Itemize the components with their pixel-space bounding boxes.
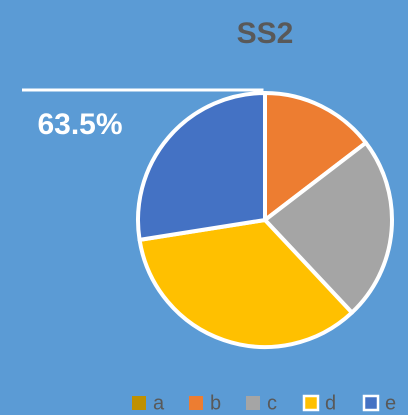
pie-slice [137, 218, 354, 349]
legend-label: d [325, 392, 336, 414]
legend-label: c [267, 392, 277, 414]
leader-line [22, 88, 264, 96]
legend-label: b [210, 392, 221, 414]
legend-swatch [132, 396, 146, 410]
pie-slice [263, 91, 368, 222]
chart-title: SS2 [237, 17, 294, 50]
legend-label: e [385, 392, 396, 414]
legend-swatch [302, 394, 320, 412]
legend-swatch [362, 394, 380, 412]
pie-slice [136, 91, 267, 242]
legend-swatch [246, 396, 260, 410]
legend-swatch [189, 396, 203, 410]
pie-slice [263, 140, 394, 315]
data-label: 63.5% [37, 108, 122, 141]
legend-label: a [153, 392, 165, 414]
